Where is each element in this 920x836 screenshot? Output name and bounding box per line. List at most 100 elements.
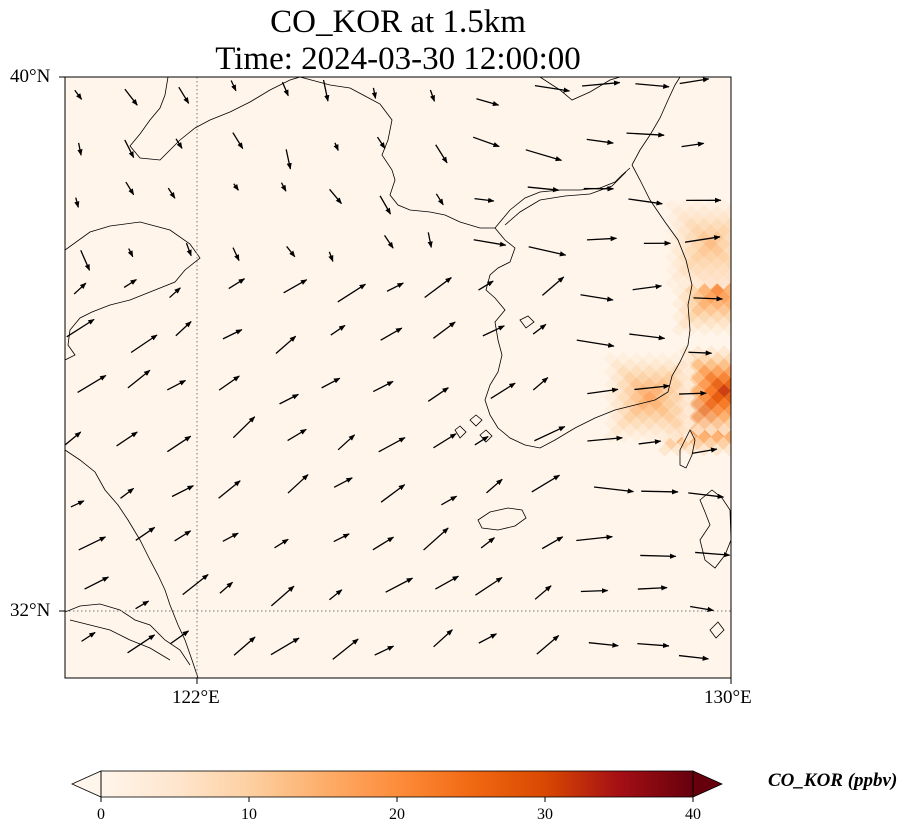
wind-vector <box>275 335 297 355</box>
concentration-cell <box>691 423 705 437</box>
concentration-cell <box>730 303 731 317</box>
wind-vector <box>536 635 560 655</box>
concentration-cell <box>743 252 756 265</box>
wind-vector <box>376 136 386 149</box>
concentration-cell <box>757 345 770 358</box>
wind-vector <box>178 86 190 104</box>
wind-vector <box>527 186 560 193</box>
wind-vector <box>77 374 107 393</box>
concentration-cell <box>737 310 750 323</box>
wind-vector <box>78 536 107 551</box>
wind-vector <box>641 489 679 495</box>
wind-vector <box>576 534 613 542</box>
wind-vector <box>588 642 619 648</box>
concentration-cell <box>743 304 756 317</box>
wind-vector <box>474 197 495 203</box>
concentration-cell <box>744 384 757 397</box>
wind-vector <box>638 439 662 445</box>
wind-vector <box>233 636 256 656</box>
wind-vector <box>84 576 110 590</box>
wind-vector <box>541 536 564 550</box>
wind-vector <box>691 447 718 455</box>
wind-vector <box>222 532 239 542</box>
wind-vector <box>480 537 495 549</box>
map-frame <box>64 76 732 679</box>
wind-vector <box>81 631 96 642</box>
wind-vector <box>472 136 500 148</box>
wind-vector <box>528 246 567 257</box>
concentration-cell <box>642 429 657 444</box>
wind-vector <box>218 375 240 391</box>
wind-vector <box>640 553 677 559</box>
concentration-cell <box>736 365 749 378</box>
concentration-cell <box>743 278 756 291</box>
wind-vector <box>580 588 609 594</box>
concentration-cell <box>750 258 763 271</box>
wind-vector <box>120 487 135 499</box>
colorbar-extend-min <box>71 770 102 798</box>
wind-vector <box>232 183 239 191</box>
concentration-cell <box>750 365 763 378</box>
concentration-cell <box>736 391 749 404</box>
concentration-cell <box>729 397 731 412</box>
concentration-cell <box>736 443 749 456</box>
concentration-cell <box>750 245 763 258</box>
wind-vector <box>182 574 209 596</box>
wind-vector <box>80 250 91 271</box>
wind-vector <box>532 377 549 391</box>
concentration-cell <box>744 397 757 410</box>
concentration-cell <box>671 443 685 457</box>
wind-vector <box>130 334 158 354</box>
concentration-cell <box>744 358 757 371</box>
wind-vector <box>473 239 507 247</box>
wind-vector <box>124 139 135 159</box>
concentration-cell <box>737 258 750 271</box>
wind-vector <box>228 278 246 290</box>
wind-vector <box>678 654 710 661</box>
concentration-cell <box>730 290 731 304</box>
concentration-cell <box>717 423 731 437</box>
colorbar-extend-max <box>692 770 723 798</box>
lon-tick-label-122: 122°E <box>172 687 220 708</box>
concentration-cell <box>729 237 731 251</box>
concentration-cell <box>743 265 756 278</box>
concentration-cell <box>737 404 750 417</box>
concentration-cell <box>750 323 763 336</box>
wind-vector <box>124 88 138 106</box>
concentration-cell <box>750 284 763 297</box>
wind-vector <box>435 193 444 206</box>
concentration-cell <box>737 352 750 365</box>
wind-vector <box>232 416 256 439</box>
wind-vector <box>285 149 292 170</box>
wind-vector <box>175 138 183 149</box>
wind-vector <box>222 329 243 340</box>
wind-vector <box>65 431 82 446</box>
wind-vector <box>432 321 456 339</box>
wind-vector <box>167 187 176 199</box>
concentration-cell <box>743 317 756 330</box>
wind-vector <box>531 474 561 493</box>
concentration-cell <box>743 211 756 224</box>
wind-vector <box>169 287 181 299</box>
wind-vector <box>386 282 404 292</box>
wind-vector <box>385 577 414 593</box>
wind-vector <box>478 633 498 644</box>
gridlines <box>65 77 731 678</box>
concentration-cell <box>729 436 731 451</box>
concentration-cell <box>737 297 750 310</box>
lat-tick-label-32: 32°N <box>10 600 51 621</box>
wind-vector <box>287 474 309 494</box>
concentration-cell <box>744 345 757 358</box>
wind-vector <box>490 382 516 399</box>
concentration-cell <box>658 443 672 457</box>
concentration-cell <box>737 378 750 391</box>
concentration-cell <box>750 404 763 417</box>
concentration-cell <box>730 264 731 278</box>
wind-vector <box>270 637 300 656</box>
concentration-cell <box>729 371 731 386</box>
concentration-cell <box>750 417 763 430</box>
wind-vector <box>433 629 453 648</box>
concentration-cell <box>730 277 731 291</box>
concentration-cell <box>729 384 731 399</box>
